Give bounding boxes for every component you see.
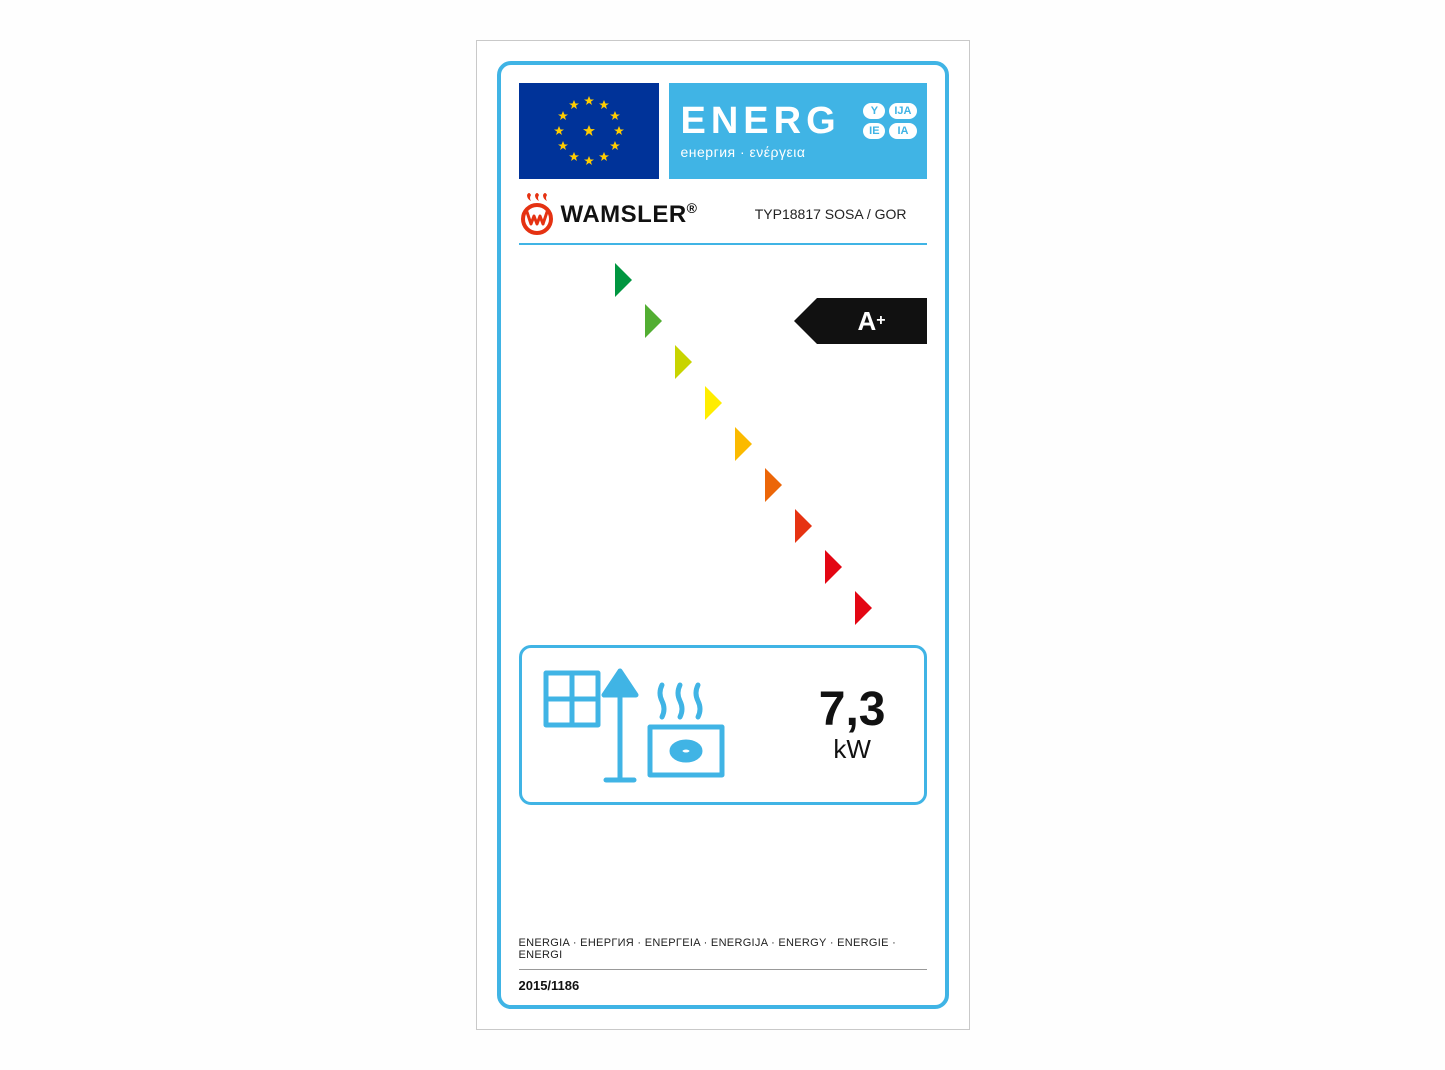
eu-stars-ring-icon [519, 83, 659, 179]
energy-label-inner: ENERG Y IJA IE IA енергия · ενέργεια [497, 61, 949, 1009]
efficiency-class-arrow: D [519, 468, 765, 502]
efficiency-class-label: F [531, 557, 542, 578]
efficiency-class-row: B [519, 386, 927, 420]
efficiency-class-arrow: A+ [519, 304, 645, 338]
efficiency-class-arrow: C [519, 427, 735, 461]
energ-suffix-badges: Y IJA IE IA [863, 103, 916, 139]
efficiency-class-label: C [531, 434, 544, 455]
efficiency-scale: A++ A+ ABCDEFG A+ [519, 263, 927, 633]
brand-logo: WAMSLER® [519, 193, 698, 235]
efficiency-class-row: D [519, 468, 927, 502]
energy-label-card: ENERG Y IJA IE IA енергия · ενέργεια [476, 40, 970, 1030]
model-number: TYP18817 SOSA / GOR [755, 206, 907, 222]
efficiency-class-arrow: A [519, 345, 675, 379]
efficiency-class-label: A [531, 352, 544, 373]
footer-energy-words: ENERGIA · ЕНЕРГИЯ · ΕΝΕΡΓΕΙΑ · ENERGIJA … [519, 936, 927, 961]
regulation-number: 2015/1186 [519, 978, 927, 993]
efficiency-class-arrow: A++ [519, 263, 615, 297]
efficiency-class-row: A [519, 345, 927, 379]
energ-subtitle: енергия · ενέργεια [681, 144, 917, 160]
space-heater-icon [540, 665, 730, 785]
registered-mark: ® [687, 200, 698, 216]
efficiency-class-row: F [519, 550, 927, 584]
efficiency-class-label: G [531, 598, 545, 619]
efficiency-class-label: B [531, 393, 544, 414]
badge: IJA [889, 103, 916, 119]
energ-block: ENERG Y IJA IE IA енергия · ενέργεια [669, 83, 927, 179]
efficiency-class-arrow: G [519, 591, 855, 625]
power-output-box: 7,3 kW [519, 645, 927, 805]
efficiency-class-arrow: F [519, 550, 825, 584]
badge: Y [863, 103, 885, 119]
efficiency-class-label: A++ [531, 269, 558, 292]
wamsler-logo-icon [519, 193, 555, 235]
eu-flag-icon [519, 83, 659, 179]
efficiency-class-label: E [531, 516, 543, 537]
efficiency-class-row: C [519, 427, 927, 461]
brand-row: WAMSLER® TYP18817 SOSA / GOR [519, 193, 927, 235]
badge: IE [863, 123, 885, 139]
divider [519, 243, 927, 245]
power-number: 7,3 [819, 686, 886, 734]
badge: IA [889, 123, 916, 139]
header: ENERG Y IJA IE IA енергия · ενέργεια [519, 83, 927, 179]
brand-name-text: WAMSLER [561, 201, 687, 228]
efficiency-class-arrow: E [519, 509, 795, 543]
efficiency-class-row: A++ [519, 263, 927, 297]
efficiency-class-row: G [519, 591, 927, 625]
power-value: 7,3 kW [819, 686, 906, 765]
brand-name: WAMSLER® [561, 200, 698, 229]
product-rating-marker: A+ [817, 298, 927, 344]
footer-divider [519, 969, 927, 970]
efficiency-class-label: D [531, 475, 544, 496]
efficiency-class-row: E [519, 509, 927, 543]
power-unit: kW [819, 734, 886, 765]
efficiency-class-arrow: B [519, 386, 705, 420]
heating-icons [540, 665, 730, 785]
energ-word: ENERG [681, 102, 841, 140]
efficiency-class-label: A+ [531, 310, 551, 333]
